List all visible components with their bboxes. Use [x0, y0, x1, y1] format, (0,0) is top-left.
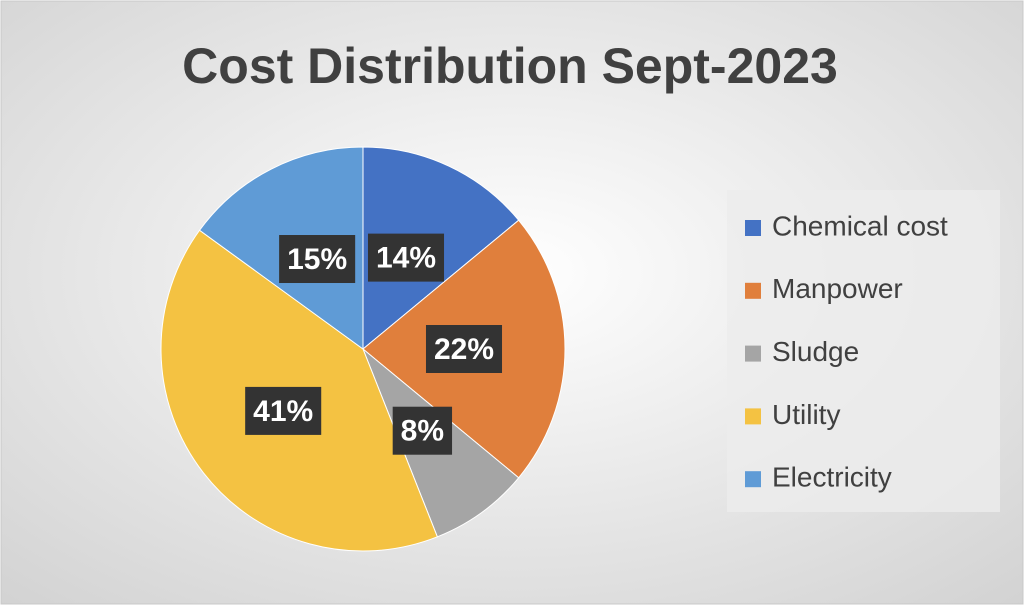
legend-swatch [745, 220, 761, 236]
data-label: 14% [376, 242, 436, 275]
legend-label: Electricity [772, 462, 892, 493]
legend-swatch [745, 345, 761, 362]
chart-title: Cost Distribution Sept-2023 [182, 38, 838, 94]
legend-box [727, 190, 1000, 512]
legend-label: Sludge [772, 336, 859, 367]
legend-label: Utility [772, 399, 840, 430]
data-label-box [392, 406, 453, 455]
legend-label: Manpower [772, 273, 903, 304]
data-label: 41% [253, 395, 313, 428]
legend-label: Chemical cost [772, 210, 948, 241]
legend-swatch [745, 471, 761, 488]
data-label-box [425, 325, 503, 373]
legend-swatch [745, 408, 761, 425]
legend-swatch [745, 282, 761, 299]
data-label-box [245, 386, 322, 435]
data-label-box [279, 235, 356, 284]
data-label-box [367, 233, 445, 282]
data-label: 15% [287, 243, 347, 276]
data-label: 22% [434, 333, 494, 366]
data-label: 8% [401, 415, 444, 448]
